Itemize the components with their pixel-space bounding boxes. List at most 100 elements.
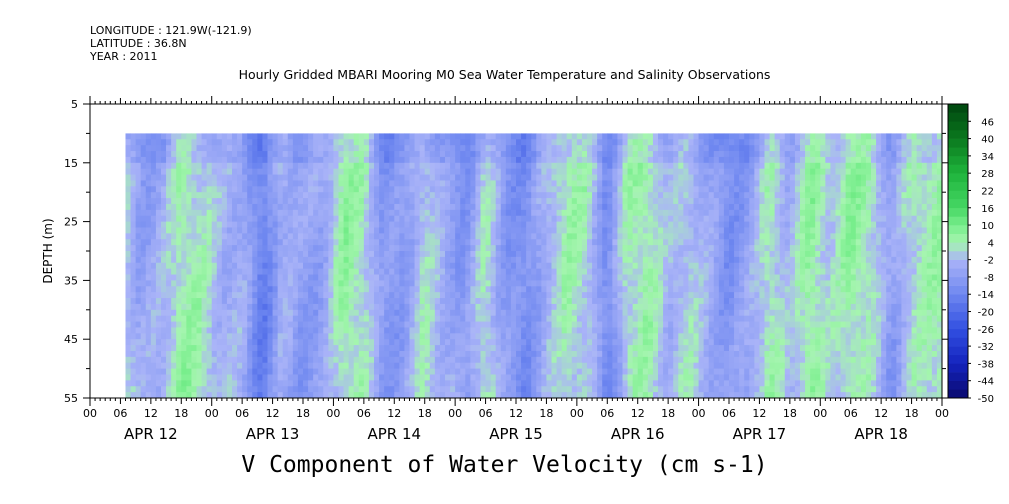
heatmap-cell: [292, 162, 299, 170]
heatmap-cell: [338, 345, 344, 352]
heatmap-cell: [429, 203, 436, 211]
heatmap-cell: [232, 280, 238, 287]
heatmap-cell: [150, 333, 157, 340]
heatmap-cell: [328, 198, 334, 205]
heatmap-cell: [475, 374, 481, 381]
heatmap-cell: [414, 350, 421, 358]
heatmap-cell: [247, 286, 253, 293]
heatmap-cell: [531, 162, 537, 170]
heatmap-cell: [495, 233, 502, 240]
heatmap-cell: [384, 233, 390, 240]
heatmap-cell: [485, 186, 492, 193]
heatmap-cell: [242, 174, 248, 181]
heatmap-cell: [460, 133, 466, 140]
heatmap-cell: [323, 368, 329, 375]
heatmap-cell: [252, 303, 258, 311]
heatmap-cell: [277, 362, 284, 369]
heatmap-cell: [571, 292, 578, 299]
heatmap-cell: [505, 309, 512, 317]
heatmap-cell: [216, 168, 223, 175]
heatmap-cell: [257, 162, 263, 170]
heatmap-cell: [150, 286, 157, 293]
heatmap-cell: [551, 386, 557, 393]
heatmap-cell: [526, 215, 532, 222]
heatmap-cell: [439, 356, 446, 364]
heatmap-cell: [566, 303, 573, 311]
heatmap-cell: [150, 151, 157, 158]
heatmap-cell: [576, 133, 583, 140]
heatmap-cell: [516, 239, 522, 246]
heatmap-cell: [617, 151, 623, 158]
heatmap-cell: [368, 345, 375, 352]
heatmap-cell: [206, 209, 213, 217]
heatmap-cell: [500, 392, 507, 399]
heatmap-cell: [490, 303, 497, 311]
heatmap-cell: [571, 298, 578, 305]
heatmap-cell: [571, 151, 578, 158]
heatmap-cell: [607, 180, 613, 187]
heatmap-cell: [145, 221, 152, 228]
heatmap-cell: [480, 274, 486, 281]
heatmap-cell: [663, 262, 669, 270]
heatmap-cell: [343, 245, 350, 252]
heatmap-cell: [510, 198, 517, 205]
heatmap-cell: [394, 256, 400, 264]
heatmap-cell: [460, 392, 466, 399]
heatmap-cell: [587, 292, 593, 299]
heatmap-cell: [297, 203, 304, 211]
heatmap-cell: [592, 162, 598, 170]
heatmap-cell: [226, 262, 233, 270]
heatmap-cell: [561, 221, 568, 228]
heatmap-cell: [455, 392, 461, 399]
heatmap-cell: [257, 327, 263, 334]
heatmap-cell: [282, 251, 289, 258]
heatmap-cell: [602, 392, 608, 399]
heatmap-cell: [267, 327, 273, 334]
heatmap-cell: [587, 139, 593, 146]
heatmap-cell: [683, 168, 689, 175]
heatmap-cell: [531, 168, 537, 175]
heatmap-cell: [125, 221, 131, 228]
heatmap-cell: [155, 356, 162, 364]
heatmap-cell: [232, 180, 238, 187]
heatmap-cell: [663, 380, 669, 387]
heatmap-cell: [399, 139, 405, 146]
heatmap-cell: [176, 280, 182, 287]
heatmap-cell: [303, 192, 309, 199]
heatmap-cell: [556, 392, 563, 399]
heatmap-cell: [135, 356, 142, 364]
heatmap-cell: [602, 262, 608, 270]
heatmap-cell: [374, 268, 380, 275]
heatmap-cell: [597, 321, 603, 328]
heatmap-cell: [531, 133, 537, 140]
heatmap-cell: [130, 315, 137, 322]
heatmap-cell: [409, 180, 415, 187]
heatmap-cell: [358, 233, 365, 240]
heatmap-cell: [323, 203, 329, 211]
heatmap-cell: [652, 356, 659, 364]
heatmap-cell: [450, 321, 456, 328]
heatmap-cell: [368, 380, 375, 387]
heatmap-cell: [439, 174, 446, 181]
heatmap-cell: [130, 221, 137, 228]
heatmap-cell: [404, 262, 410, 270]
heatmap-cell: [242, 168, 248, 175]
heatmap-cell: [130, 256, 137, 264]
heatmap-cell: [206, 315, 213, 322]
heatmap-cell: [353, 280, 360, 287]
heatmap-cell: [247, 280, 253, 287]
heatmap-cell: [282, 327, 289, 334]
heatmap-cell: [678, 309, 684, 317]
heatmap-cell: [576, 303, 583, 311]
heatmap-cell: [353, 203, 360, 211]
heatmap-cell: [267, 362, 273, 369]
heatmap-cell: [642, 168, 649, 175]
heatmap-cell: [516, 168, 522, 175]
heatmap-cell: [277, 256, 284, 264]
heatmap-cell: [140, 380, 147, 387]
heatmap-cell: [455, 350, 461, 358]
heatmap-cell: [450, 298, 456, 305]
heatmap-cell: [140, 162, 147, 170]
heatmap-cell: [323, 309, 329, 317]
heatmap-cell: [155, 215, 162, 222]
